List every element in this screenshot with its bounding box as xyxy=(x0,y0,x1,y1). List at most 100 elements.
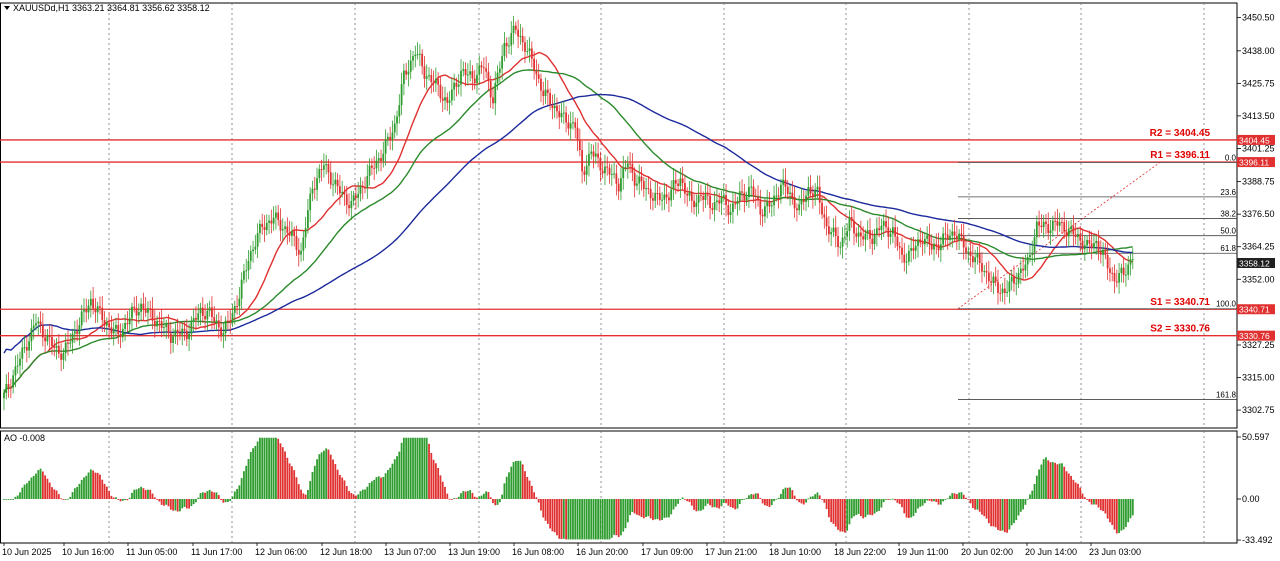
ao-bar xyxy=(389,467,392,499)
candle xyxy=(839,241,842,255)
ao-bar xyxy=(951,493,954,499)
ao-bar xyxy=(690,499,693,506)
candle-body xyxy=(418,53,421,55)
fib-label: 50.0 xyxy=(1220,227,1236,236)
ao-bar xyxy=(172,499,174,511)
candle xyxy=(137,303,140,324)
candle xyxy=(1131,248,1134,270)
candle xyxy=(665,183,668,205)
candle-body xyxy=(1003,288,1006,293)
candle xyxy=(23,335,26,353)
candle xyxy=(466,63,469,86)
candle xyxy=(19,351,21,376)
candle-body xyxy=(1010,277,1013,282)
ao-bar xyxy=(471,492,474,499)
ao-bar xyxy=(1022,499,1025,510)
ao-bar xyxy=(414,437,417,499)
ao-bar xyxy=(165,499,168,505)
time-tick-label: 13 Jun 19:00 xyxy=(448,547,500,557)
candle xyxy=(131,302,133,330)
ao-bar xyxy=(784,487,787,499)
ao-bar xyxy=(334,464,337,499)
candle xyxy=(14,355,17,388)
ao-bar xyxy=(759,498,762,499)
candle-body xyxy=(263,227,266,231)
ao-bar xyxy=(946,498,949,500)
ao-bar xyxy=(208,489,211,499)
ao-bar xyxy=(53,489,56,499)
candle xyxy=(302,231,305,261)
ao-bar xyxy=(903,499,906,514)
candle xyxy=(517,19,520,49)
ao-bar xyxy=(983,499,986,517)
ao-bar xyxy=(533,492,536,499)
ao-bar xyxy=(313,465,316,499)
candle-body xyxy=(197,313,200,320)
candle-body xyxy=(793,197,796,209)
ao-bar xyxy=(1102,499,1104,512)
candle-body xyxy=(485,68,488,72)
candle-body xyxy=(357,193,360,199)
candle-body xyxy=(528,48,531,52)
level-tag-box xyxy=(1237,157,1275,168)
candle-body xyxy=(1081,240,1084,250)
ao-bar xyxy=(540,499,542,511)
candle xyxy=(1019,259,1022,285)
candle xyxy=(389,126,392,150)
candle-body xyxy=(688,192,691,196)
candle xyxy=(380,149,382,172)
candle xyxy=(891,218,894,244)
candle-body xyxy=(976,253,979,258)
candle xyxy=(233,300,236,325)
ao-bar xyxy=(700,499,702,511)
candle-body xyxy=(217,320,220,328)
ao-bar xyxy=(482,493,485,499)
candle-body xyxy=(866,230,869,234)
ao-bar xyxy=(76,486,79,499)
menu-triangle-icon[interactable] xyxy=(4,6,10,10)
candle-body xyxy=(450,89,453,101)
ao-bar xyxy=(549,499,552,529)
candle xyxy=(450,77,453,106)
ao-bar xyxy=(1125,499,1127,527)
ao-bar xyxy=(556,499,558,536)
ao-bar xyxy=(910,499,913,518)
ao-bar xyxy=(21,487,24,499)
candle xyxy=(1010,269,1013,291)
candle xyxy=(430,68,433,94)
ao-bar xyxy=(843,499,846,533)
ao-bar xyxy=(807,498,810,500)
candle xyxy=(1070,219,1072,235)
ao-bar xyxy=(96,472,99,499)
ao-bar xyxy=(949,495,951,499)
ao-bar xyxy=(181,499,184,509)
candle-body xyxy=(492,97,494,104)
candle xyxy=(158,311,161,333)
candle-body xyxy=(514,25,517,30)
ao-bar xyxy=(441,481,444,499)
candle-body xyxy=(604,166,606,174)
ao-bar xyxy=(206,491,209,499)
candle xyxy=(798,195,801,216)
candle xyxy=(919,227,922,248)
candle xyxy=(140,297,142,321)
candle-body xyxy=(476,74,478,84)
candle xyxy=(78,317,81,346)
candle-body xyxy=(567,122,570,129)
candle-body xyxy=(375,160,378,169)
candle-body xyxy=(126,323,129,325)
candle-body xyxy=(185,330,188,340)
candle xyxy=(480,61,483,74)
ao-bar xyxy=(642,499,645,519)
candle-body xyxy=(745,197,748,201)
candle-body xyxy=(473,78,476,84)
candle-body xyxy=(798,204,801,211)
candle-body xyxy=(572,122,574,124)
candle xyxy=(855,227,858,243)
candle-body xyxy=(823,214,826,218)
candle xyxy=(898,241,901,260)
level-tag-s2: 3330.76 xyxy=(1237,330,1275,341)
candle xyxy=(30,319,33,351)
candle xyxy=(1111,267,1114,282)
ao-bar xyxy=(855,499,858,516)
